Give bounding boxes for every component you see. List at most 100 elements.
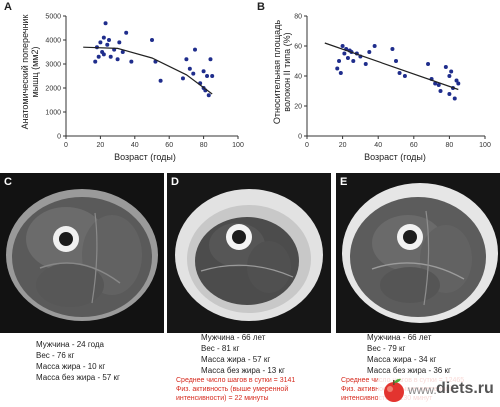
chart-b-x-tick-label: 20 (339, 142, 347, 149)
chart-b-x-tick-label: 0 (305, 142, 309, 149)
chart-b-x-tick-label: 100 (479, 142, 491, 149)
caption-line: Масса жира - 10 кг (36, 362, 106, 371)
chart-a-data-point (96, 54, 101, 59)
chart-a-y-tick-label: 4000 (45, 38, 61, 45)
panel-e-letter: E (340, 176, 348, 188)
chart-a-data-point (103, 21, 108, 26)
chart-b-data-point (443, 65, 448, 69)
chart-a-data-point (115, 57, 120, 62)
chart-a-data-point (187, 66, 192, 71)
chart-a-x-tick-label: 0 (64, 142, 68, 149)
chart-b-y-tick-label: 80 (294, 14, 302, 21)
panel-b-letter: B (257, 1, 265, 13)
chart-b-data-point (372, 44, 377, 48)
chart-b-data-point (390, 47, 395, 51)
chart-a-data-point (184, 57, 189, 62)
chart-b-data-point (402, 74, 407, 78)
panel-d-letter: D (171, 176, 179, 188)
panel-a-letter: A (4, 1, 12, 13)
chart-b-data-point (452, 96, 457, 101)
mri-scan-c (0, 173, 164, 333)
chart-a-data-point (208, 57, 213, 62)
chart-a-y-tick-label: 2000 (45, 86, 61, 93)
chart-b-x-tick-label: 40 (374, 142, 382, 149)
chart-a-y-tick-label: 3000 (45, 62, 61, 69)
caption-line: Мужчина - 66 лет (367, 333, 432, 342)
caption-line: Масса без жира - 13 кг (201, 366, 285, 375)
chart-a-data-point (93, 59, 98, 64)
activity-line: Физ. активность (выше умеренной (176, 386, 289, 393)
chart-a-data-point (107, 38, 111, 42)
chart-a-y-tick-label: 5000 (45, 14, 61, 21)
chart-a-data-point (129, 59, 134, 64)
chart-a-data-point (124, 30, 129, 35)
chart-b-data-point (449, 69, 454, 74)
chart-a-data-point (101, 52, 106, 57)
chart-b-data-point (367, 50, 372, 54)
chart-a-x-tick-label: 100 (232, 142, 244, 149)
caption-line: Масса без жира - 57 кг (36, 373, 120, 382)
chart-a-x-tick-label: 80 (200, 142, 208, 149)
watermark-text: diets.ru (436, 380, 494, 397)
chart-b-data-point (335, 66, 340, 71)
caption-line: Вес - 79 кг (367, 344, 406, 353)
chart-b-data-point (351, 59, 356, 63)
panel-e-caption: Мужчина - 66 лет Вес - 79 кг Масса жира … (367, 332, 451, 376)
chart-b-data-point (454, 78, 459, 83)
watermark-logo: www. diets.ru (378, 375, 500, 405)
chart-a-x-tick-label: 40 (131, 142, 139, 149)
chart-b-data-point (436, 83, 441, 87)
mri-image-e: E (336, 173, 500, 333)
chart-a-data-point (158, 78, 163, 83)
chart-b-data-point (337, 59, 342, 63)
chart-b-trend-line (324, 42, 459, 91)
chart-a-data-point (101, 35, 106, 40)
chart-a-x-tick-label: 60 (165, 142, 173, 149)
chart-b-data-point (397, 71, 402, 75)
panel-c-letter: C (4, 176, 12, 188)
chart-b-data-point (342, 51, 347, 56)
chart-a-data-point (108, 54, 113, 59)
panel-a-xlabel: Возраст (годы) (114, 152, 176, 162)
chart-a-y-tick-label: 1000 (45, 110, 61, 117)
chart-a-data-point (98, 40, 103, 45)
chart-b-x-tick-label: 80 (446, 142, 454, 149)
chart-a-y-tick-label: 0 (57, 134, 61, 141)
panel-b-xlabel: Возраст (годы) (364, 152, 426, 162)
caption-line: Масса без жира - 36 кг (367, 366, 451, 375)
chart-b-data-point (456, 81, 461, 86)
chart-b-y-tick-label: 0 (298, 134, 302, 141)
caption-line: Масса жира - 34 кг (367, 355, 437, 364)
mri-scan-d (167, 173, 331, 333)
chart-b-data-point (394, 59, 398, 63)
chart-b-data-point (447, 92, 452, 96)
chart-a-data-point (205, 74, 210, 78)
chart-a-data-point (210, 74, 215, 78)
chart-a-data-point (120, 50, 125, 54)
chart-b-y-tick-label: 20 (294, 104, 302, 111)
activity-line: Среднее число шагов в сутки = 3141 (176, 377, 296, 384)
mri-image-c: C (0, 173, 164, 333)
chart-b-data-point (447, 74, 452, 78)
caption-line: Вес - 81 кг (201, 344, 240, 353)
chart-b-data-point (433, 81, 438, 86)
chart-b-data-point (438, 89, 443, 93)
panel-c-caption: Мужчина - 24 года Вес - 76 кг Масса жира… (36, 339, 120, 383)
chart-b-data-point (426, 62, 431, 66)
chart-b-data-point (345, 56, 350, 60)
chart-b-data-point (363, 62, 368, 66)
mri-scan-e (336, 173, 500, 333)
chart-a-data-point (117, 40, 122, 45)
caption-line: Мужчина - 66 лет (201, 333, 266, 342)
caption-line: Мужчина - 24 года (36, 340, 104, 349)
apple-logo-icon (384, 378, 404, 402)
chart-a-trend-line (83, 46, 213, 95)
panel-b-chart: 0 20 40 60 80 100 0 20 40 60 80 (294, 14, 491, 150)
chart-b-x-tick-label: 60 (410, 142, 418, 149)
chart-a-data-point (193, 47, 197, 52)
chart-b-y-tick-label: 60 (294, 44, 302, 51)
caption-line: Вес - 76 кг (36, 351, 75, 360)
chart-a-data-point (150, 38, 154, 42)
caption-line: Масса жира - 57 кг (201, 355, 271, 364)
